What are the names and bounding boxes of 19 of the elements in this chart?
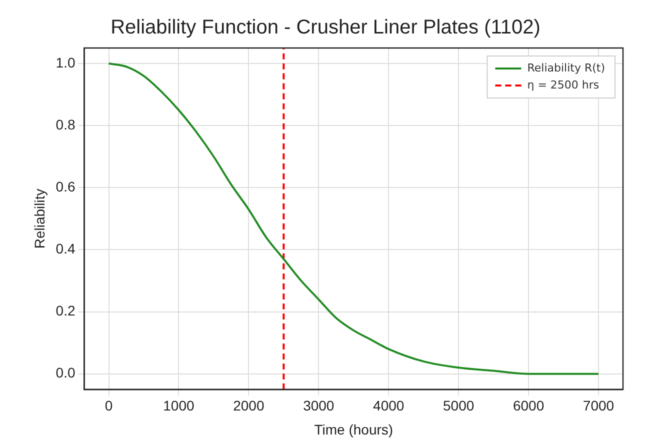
y-tick-label: 1.0 [56,54,76,70]
x-tick-label: 6000 [512,398,544,414]
y-tick-label: 0.8 [56,116,76,132]
y-tick-label: 0.4 [56,240,76,257]
x-tick-label: 4000 [373,398,404,414]
y-tick-label: 0.6 [56,178,76,195]
y-tick-label: 0.2 [56,302,76,319]
y-axis-title: Reliability [31,188,48,249]
legend-label: Reliability R(t) [527,61,605,74]
legend-label: η = 2500 hrs [527,78,600,92]
x-tick-label: 2000 [233,398,264,414]
chart-title: Reliability Function - Crusher Liner Plates (1102) [110,16,540,39]
x-tick-label: 1000 [163,398,194,414]
x-axis-title: Time (hours) [314,421,394,438]
x-tick-label: 7000 [582,398,614,414]
x-tick-label: 3000 [303,398,334,414]
x-tick-label: 5000 [443,398,474,414]
x-tick-label: 0 [104,398,113,414]
y-tick-label: 0.0 [56,364,76,381]
